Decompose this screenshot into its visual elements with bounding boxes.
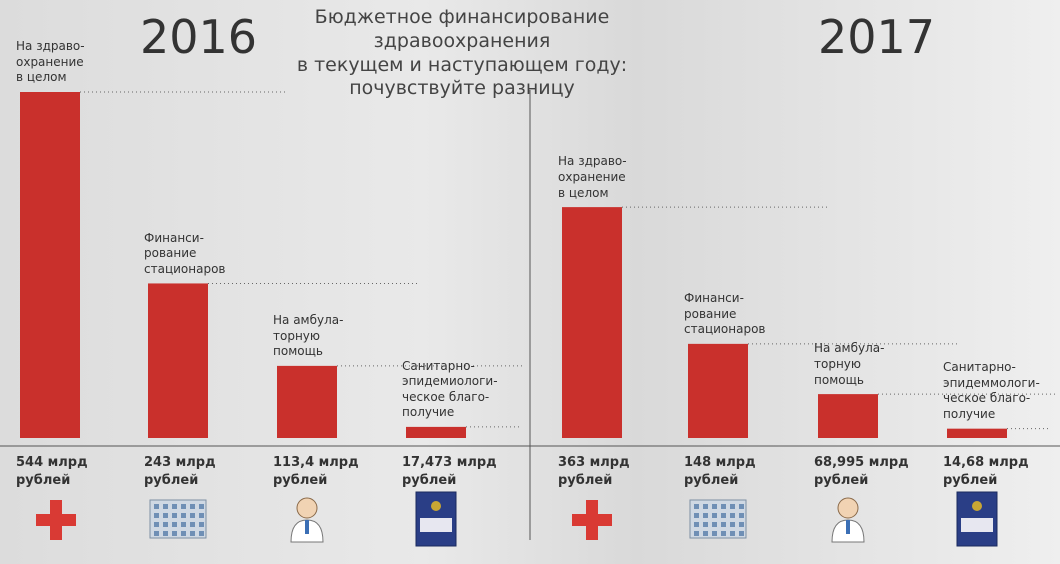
icon-cross xyxy=(586,500,598,540)
bar xyxy=(688,343,748,438)
icon-head xyxy=(296,497,318,519)
icon-head xyxy=(837,497,859,519)
icon-window xyxy=(739,522,744,527)
icon-window xyxy=(199,504,204,509)
value-label: 148 млрд рублей xyxy=(684,455,756,488)
icon-window xyxy=(199,522,204,527)
value-label: 363 млрд рублей xyxy=(558,455,630,488)
icon-window xyxy=(694,522,699,527)
value-label: 544 млрд рублей xyxy=(16,455,88,488)
icon-window xyxy=(172,522,177,527)
icon-window xyxy=(154,522,159,527)
category-label: На амбула- торную помощь xyxy=(814,341,885,387)
icon-window xyxy=(190,504,195,509)
icon-window xyxy=(154,504,159,509)
icon-window xyxy=(712,513,717,518)
value-label: 113,4 млрд рублей xyxy=(273,455,359,488)
icon-building xyxy=(689,499,747,539)
icon-window xyxy=(154,513,159,518)
bar xyxy=(20,92,80,438)
icon-window xyxy=(703,504,708,509)
icon-window xyxy=(199,513,204,518)
year: 2017 xyxy=(818,10,936,64)
icon-window xyxy=(172,513,177,518)
icon-book-band xyxy=(420,518,452,532)
category-label: Санитарно- эпидемиологи- ческое благо- п… xyxy=(402,358,498,420)
icon-emblem xyxy=(431,501,441,511)
category-label: На здраво- охранение в целом xyxy=(558,154,627,200)
icon-window xyxy=(163,513,168,518)
title: Бюджетное финансирование здравоохранения… xyxy=(296,6,628,100)
icon-window xyxy=(730,531,735,536)
icon-window xyxy=(730,513,735,518)
icon-window xyxy=(721,513,726,518)
bar xyxy=(947,428,1007,438)
value-label: 243 млрд рублей xyxy=(144,455,216,488)
icon-window xyxy=(721,522,726,527)
value-label: 68,995 млрд рублей xyxy=(814,455,909,488)
category-label: Финанси- рование стационаров xyxy=(684,291,766,337)
bar xyxy=(406,426,466,438)
icon-window xyxy=(703,513,708,518)
icon-window xyxy=(730,522,735,527)
icon-window xyxy=(712,522,717,527)
icon-window xyxy=(739,504,744,509)
icon-window xyxy=(172,531,177,536)
bar xyxy=(818,394,878,438)
icon-building xyxy=(149,499,207,539)
icon-window xyxy=(721,531,726,536)
icon-window xyxy=(181,522,186,527)
icon-window xyxy=(703,531,708,536)
year: 2016 xyxy=(140,10,258,64)
category-label: Финанси- рование стационаров xyxy=(144,230,226,276)
icon-window xyxy=(181,504,186,509)
icon-window xyxy=(190,522,195,527)
icon-cross xyxy=(50,500,62,540)
icon-window xyxy=(163,504,168,509)
icon-window xyxy=(154,531,159,536)
icon-window xyxy=(694,504,699,509)
icon-window xyxy=(181,513,186,518)
icon-window xyxy=(199,531,204,536)
icon-window xyxy=(739,531,744,536)
icon-window xyxy=(712,531,717,536)
icon-window xyxy=(730,504,735,509)
icon-window xyxy=(694,531,699,536)
icon-window xyxy=(190,513,195,518)
icon-window xyxy=(721,504,726,509)
icon-window xyxy=(712,504,717,509)
icon-window xyxy=(181,531,186,536)
bar xyxy=(148,283,208,438)
icon-window xyxy=(163,522,168,527)
icon-tie xyxy=(846,520,850,534)
icon-book-band xyxy=(961,518,993,532)
icon-window xyxy=(703,522,708,527)
icon-emblem xyxy=(972,501,982,511)
icon-tie xyxy=(305,520,309,534)
category-label: Санитарно- эпидеммологи- ческое благо- п… xyxy=(943,360,1040,422)
icon-window xyxy=(163,531,168,536)
value-label: 14,68 млрд рублей xyxy=(943,455,1029,488)
icon-window xyxy=(739,513,744,518)
icon-window xyxy=(190,531,195,536)
category-label: На здраво- охранение в целом xyxy=(16,39,85,85)
bar xyxy=(562,207,622,438)
category-label: На амбула- торную помощь xyxy=(273,313,344,359)
icon-window xyxy=(172,504,177,509)
icon-window xyxy=(694,513,699,518)
value-label: 17,473 млрд рублей xyxy=(402,455,497,488)
bar xyxy=(277,365,337,438)
